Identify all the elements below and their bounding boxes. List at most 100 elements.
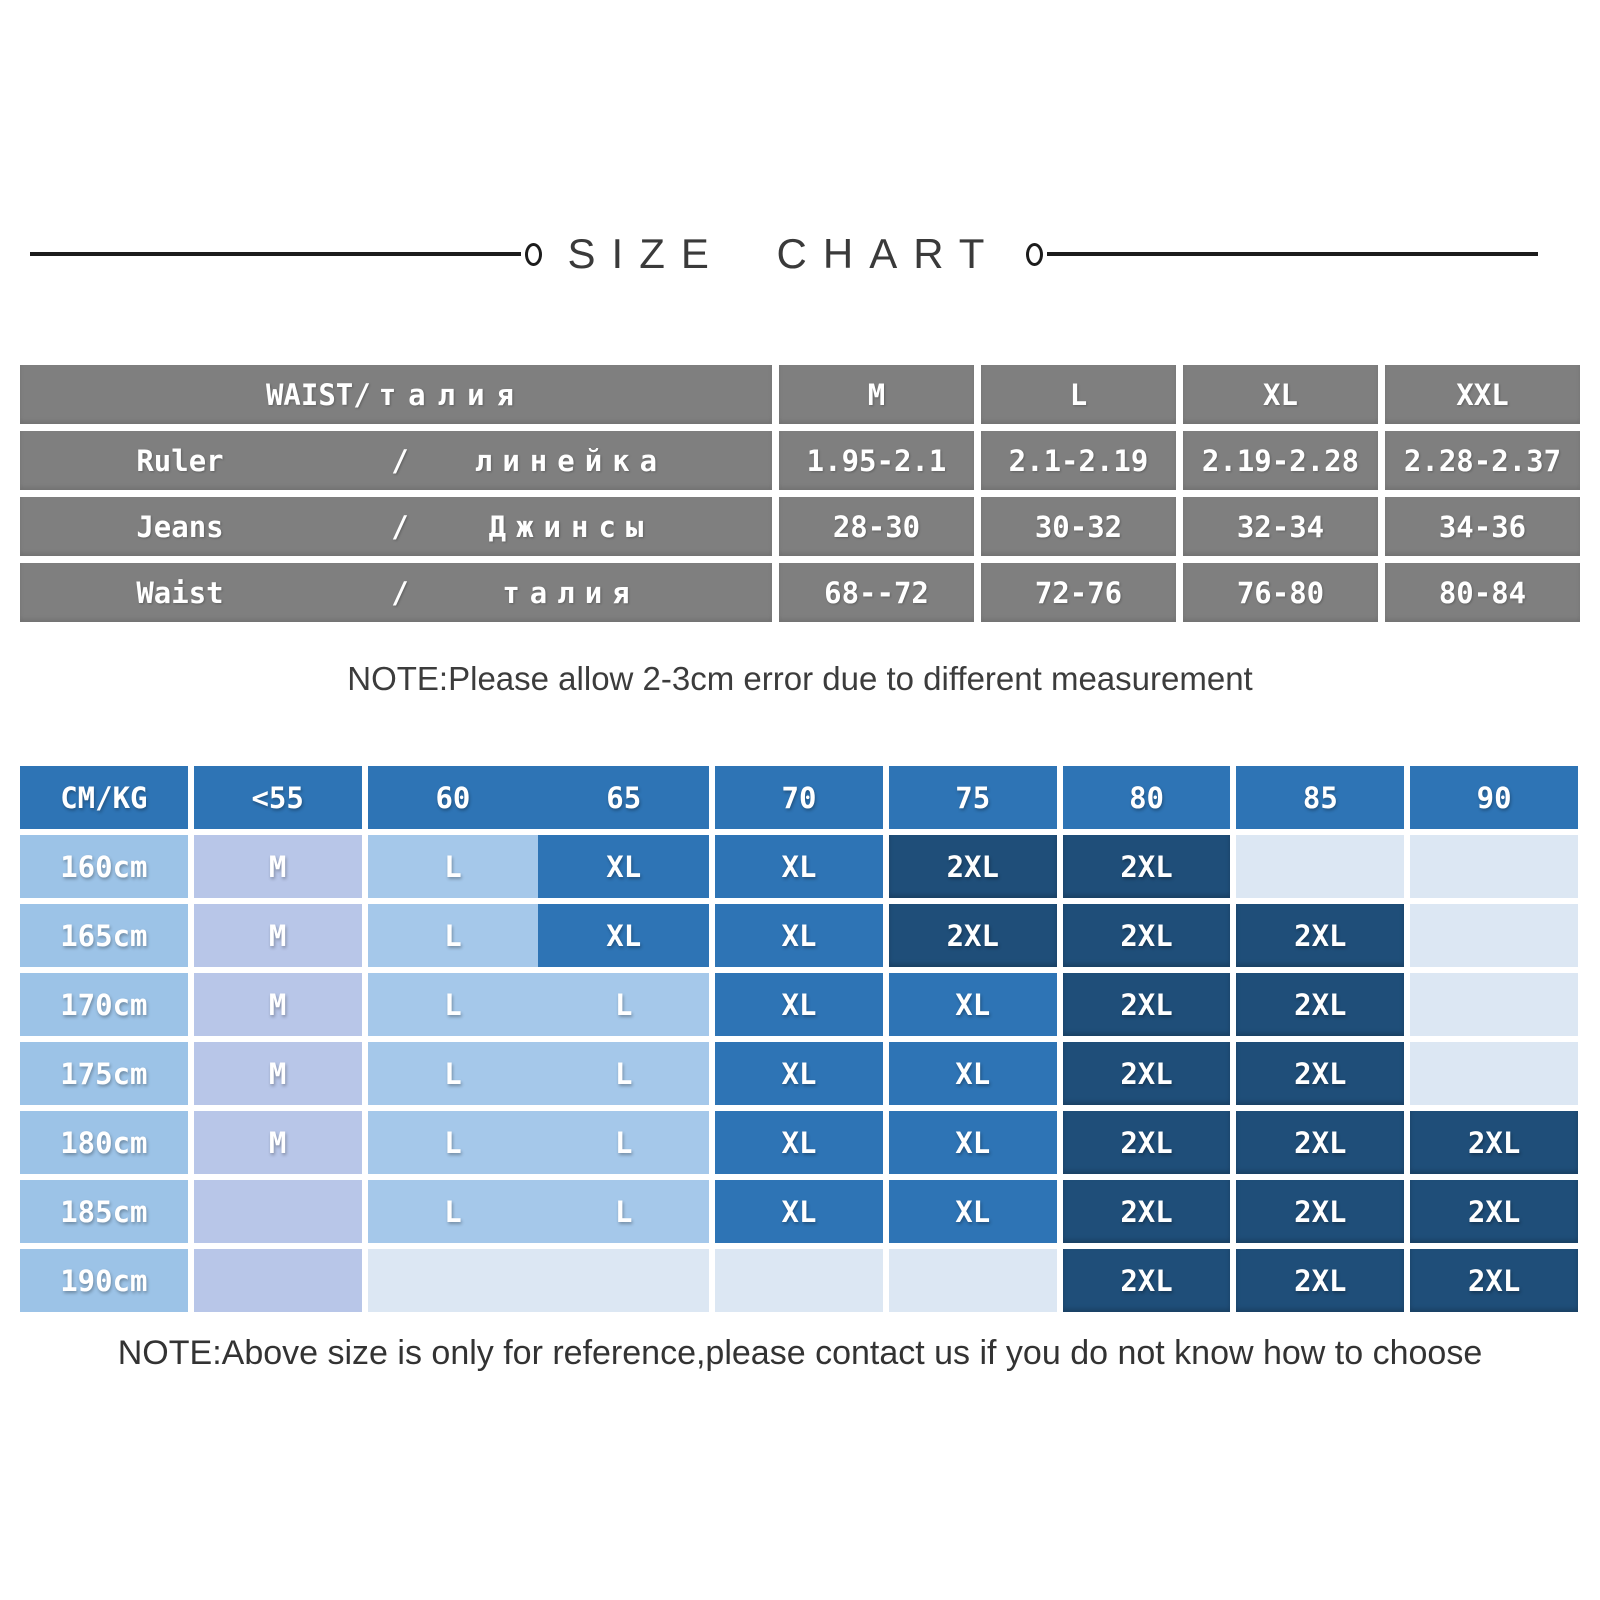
size-grid-cell: 175cm — [20, 1042, 188, 1105]
merged-60-65-span: L XL — [367, 904, 710, 967]
size-header-xl: XL — [1183, 365, 1378, 424]
size-grid-cell: M — [193, 835, 362, 898]
merged-60-65-span — [367, 1249, 710, 1312]
size-grid-cell: M — [193, 904, 362, 967]
size-header-xxl: XXL — [1385, 365, 1580, 424]
jeans-value-l: 30-32 — [981, 497, 1176, 556]
waist-value-m: 68--72 — [779, 563, 974, 622]
size-grid-empty-cell — [1410, 835, 1578, 898]
size-grid-cell: XL — [715, 1111, 883, 1174]
size-grid-cell: 2XL — [1062, 1111, 1231, 1174]
size-grid-cell: 2XL — [1062, 973, 1231, 1036]
reference-note: NOTE:Above size is only for reference,pl… — [117, 1334, 1483, 1372]
size-grid-cell: CM/KG — [20, 766, 188, 829]
size-grid-cell: XL — [888, 1180, 1057, 1243]
size-grid-cell: 2XL — [1236, 1111, 1405, 1174]
row-label-jeans: Jeans / Джинсы — [20, 497, 772, 556]
waist-value-xl: 76-80 — [1183, 563, 1378, 622]
size-grid-cell: XL — [715, 835, 883, 898]
height-weight-size-grid: CM/KG <55 60 65 70 75 80 85 90 160cm M L XL XL 2XL 2XL 1… — [20, 766, 1578, 1312]
size-grid-cell: 75 — [888, 766, 1057, 829]
size-grid-cell: 2XL — [1062, 904, 1231, 967]
size-grid-cell: XL — [715, 1180, 883, 1243]
merged-60-65-span: L XL — [367, 835, 710, 898]
size-grid-cell: 2XL — [1062, 1249, 1231, 1312]
size-grid-cell: 180cm — [20, 1111, 188, 1174]
size-grid-cell: 85 — [1236, 766, 1405, 829]
size-grid-cell: 2XL — [888, 835, 1057, 898]
divider-line-left — [30, 252, 521, 256]
size-grid-cell: 2XL — [1410, 1111, 1578, 1174]
row-label-waist: Waist / талия — [20, 563, 772, 622]
ruler-value-m: 1.95-2.1 — [779, 431, 974, 490]
size-grid-cell: 2XL — [1236, 904, 1405, 967]
size-grid-cell: XL — [538, 904, 710, 967]
size-grid-empty-cell — [1410, 904, 1578, 967]
size-grid-cell: 70 — [715, 766, 883, 829]
size-grid-cell: 160cm — [20, 835, 188, 898]
size-grid-cell: L — [538, 973, 710, 1036]
size-grid-cell: 2XL — [1410, 1249, 1578, 1312]
size-header-m: M — [779, 365, 974, 424]
size-grid-cell: XL — [715, 973, 883, 1036]
row-label-ruler: Ruler / линейка — [20, 431, 772, 490]
size-grid-cell: <55 — [193, 766, 362, 829]
jeans-value-m: 28-30 — [779, 497, 974, 556]
size-grid-cell: XL — [888, 973, 1057, 1036]
size-grid-cell: L — [538, 1111, 710, 1174]
size-grid-cell: 185cm — [20, 1180, 188, 1243]
size-grid-empty-cell — [715, 1249, 883, 1312]
size-grid-empty-cell — [193, 1180, 362, 1243]
size-grid-cell: L — [538, 1042, 710, 1105]
size-grid-cell: M — [193, 1111, 362, 1174]
size-grid-cell: 90 — [1410, 766, 1578, 829]
divider-circle-left-icon — [524, 242, 542, 266]
waist-label-ru: талия — [378, 377, 527, 412]
waist-value-l: 72-76 — [981, 563, 1176, 622]
waist-measurement-table: WAIST/талия M L XL XXL Ruler / линейка 1… — [20, 365, 1580, 622]
measurement-error-note: NOTE:Please allow 2-3cm error due to dif… — [347, 660, 1253, 697]
size-grid-empty-cell — [538, 1249, 710, 1312]
size-grid-empty-cell — [1410, 1042, 1578, 1105]
size-grid-empty-cell — [888, 1249, 1057, 1312]
size-grid-cell: XL — [715, 904, 883, 967]
size-grid-cell: 2XL — [1236, 973, 1405, 1036]
size-grid-cell: 2XL — [1236, 1180, 1405, 1243]
jeans-value-xxl: 34-36 — [1385, 497, 1580, 556]
size-grid-cell: 2XL — [1236, 1249, 1405, 1312]
ruler-value-xl: 2.19-2.28 — [1183, 431, 1378, 490]
size-grid-cell: M — [193, 1042, 362, 1105]
size-grid-cell: L — [367, 904, 539, 967]
size-grid-empty-cell — [1236, 835, 1405, 898]
size-grid-cell: XL — [538, 835, 710, 898]
size-grid-cell: 170cm — [20, 973, 188, 1036]
size-grid-cell: 190cm — [20, 1249, 188, 1312]
waist-table-title-cell: WAIST/талия — [20, 365, 772, 424]
size-grid-cell: 165cm — [20, 904, 188, 967]
size-grid-cell: L — [367, 1111, 539, 1174]
size-grid-cell: XL — [888, 1042, 1057, 1105]
size-header-l: L — [981, 365, 1176, 424]
size-grid-cell: 80 — [1062, 766, 1231, 829]
size-grid-cell: XL — [888, 1111, 1057, 1174]
size-grid-cell: L — [367, 1042, 539, 1105]
waist-value-xxl: 80-84 — [1385, 563, 1580, 622]
size-grid-empty-cell — [193, 1249, 362, 1312]
size-grid-cell: L — [538, 1180, 710, 1243]
jeans-value-xl: 32-34 — [1183, 497, 1378, 556]
size-grid-empty-cell — [1410, 973, 1578, 1036]
ruler-value-l: 2.1-2.19 — [981, 431, 1176, 490]
size-grid-cell: M — [193, 973, 362, 1036]
page-title: SIZE CHART — [567, 230, 1001, 277]
size-grid-cell: XL — [715, 1042, 883, 1105]
size-grid-cell: 65 — [538, 766, 710, 829]
title-divider: SIZE CHART — [30, 222, 1538, 286]
size-grid-cell: 2XL — [1062, 1042, 1231, 1105]
size-grid-cell: 2XL — [1062, 1180, 1231, 1243]
size-grid-empty-cell — [367, 1249, 539, 1312]
